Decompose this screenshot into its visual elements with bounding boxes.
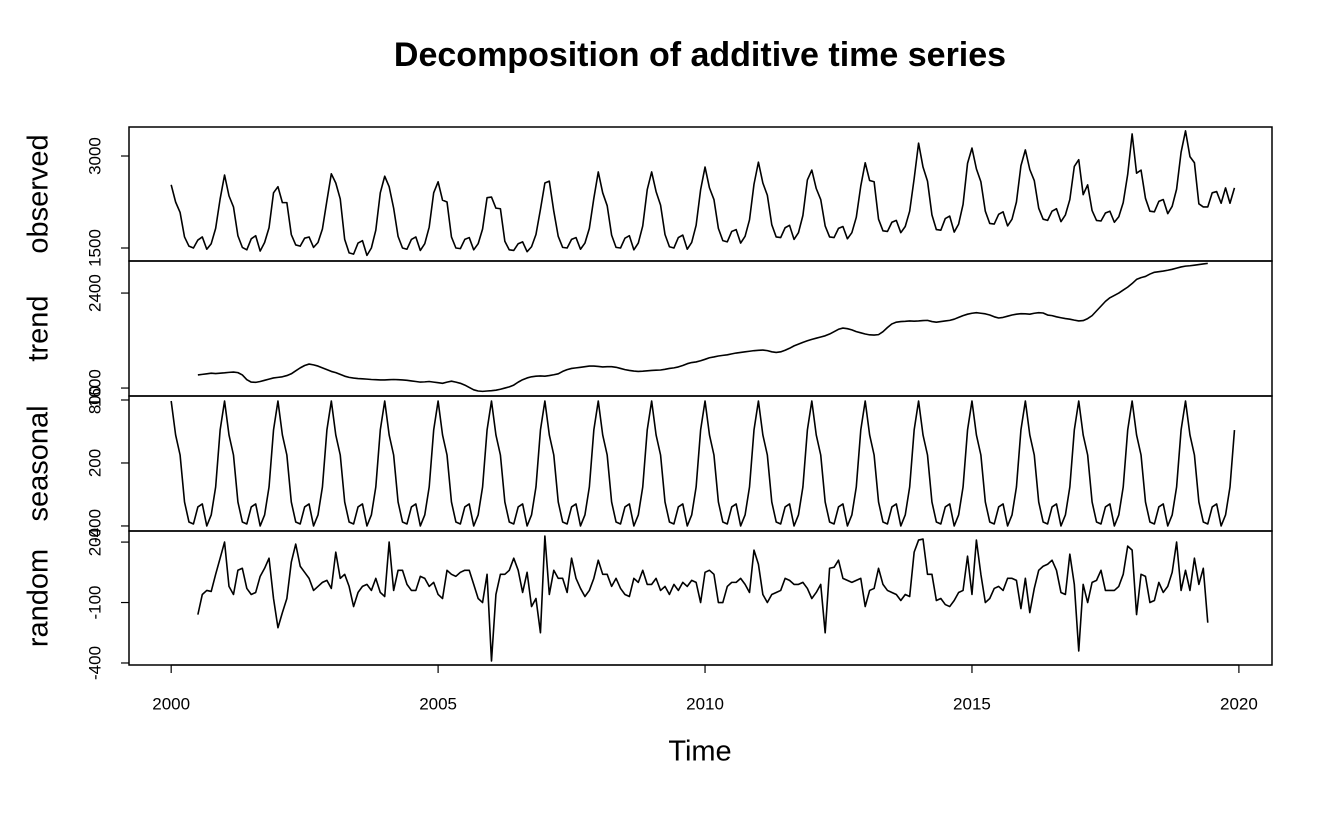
series-line [197,262,1208,393]
x-tick-label: 2020 [1220,694,1258,713]
x-axis-label: Time [668,736,731,768]
x-tick-label: 2010 [686,694,724,713]
y-tick-label: 2400 [85,274,104,312]
y-tick-label: 200 [85,449,104,477]
y-axis-label: observed [23,134,55,253]
y-tick-label: -100 [85,586,104,620]
y-tick-label: -400 [85,646,104,680]
chart-title: Decomposition of additive time series [394,36,1006,74]
y-tick-label: 200 [85,528,104,556]
y-axis-label: trend [23,295,55,361]
y-tick-label: -400 [85,509,104,543]
series-line [197,535,1209,662]
y-tick-label: 3000 [85,137,104,175]
series-line [170,130,1236,257]
x-tick-label: 2015 [953,694,991,713]
y-tick-label: 1500 [85,229,104,267]
y-tick-label: 1600 [85,369,104,407]
panel-frame [128,260,1273,397]
x-tick-label: 2005 [419,694,457,713]
series-line [170,400,1236,527]
panel-frame [128,395,1273,532]
y-tick-label: 800 [85,386,104,414]
y-axis-label: random [23,549,55,647]
y-axis-label: seasonal [23,405,55,521]
x-tick-label: 2000 [152,694,190,713]
